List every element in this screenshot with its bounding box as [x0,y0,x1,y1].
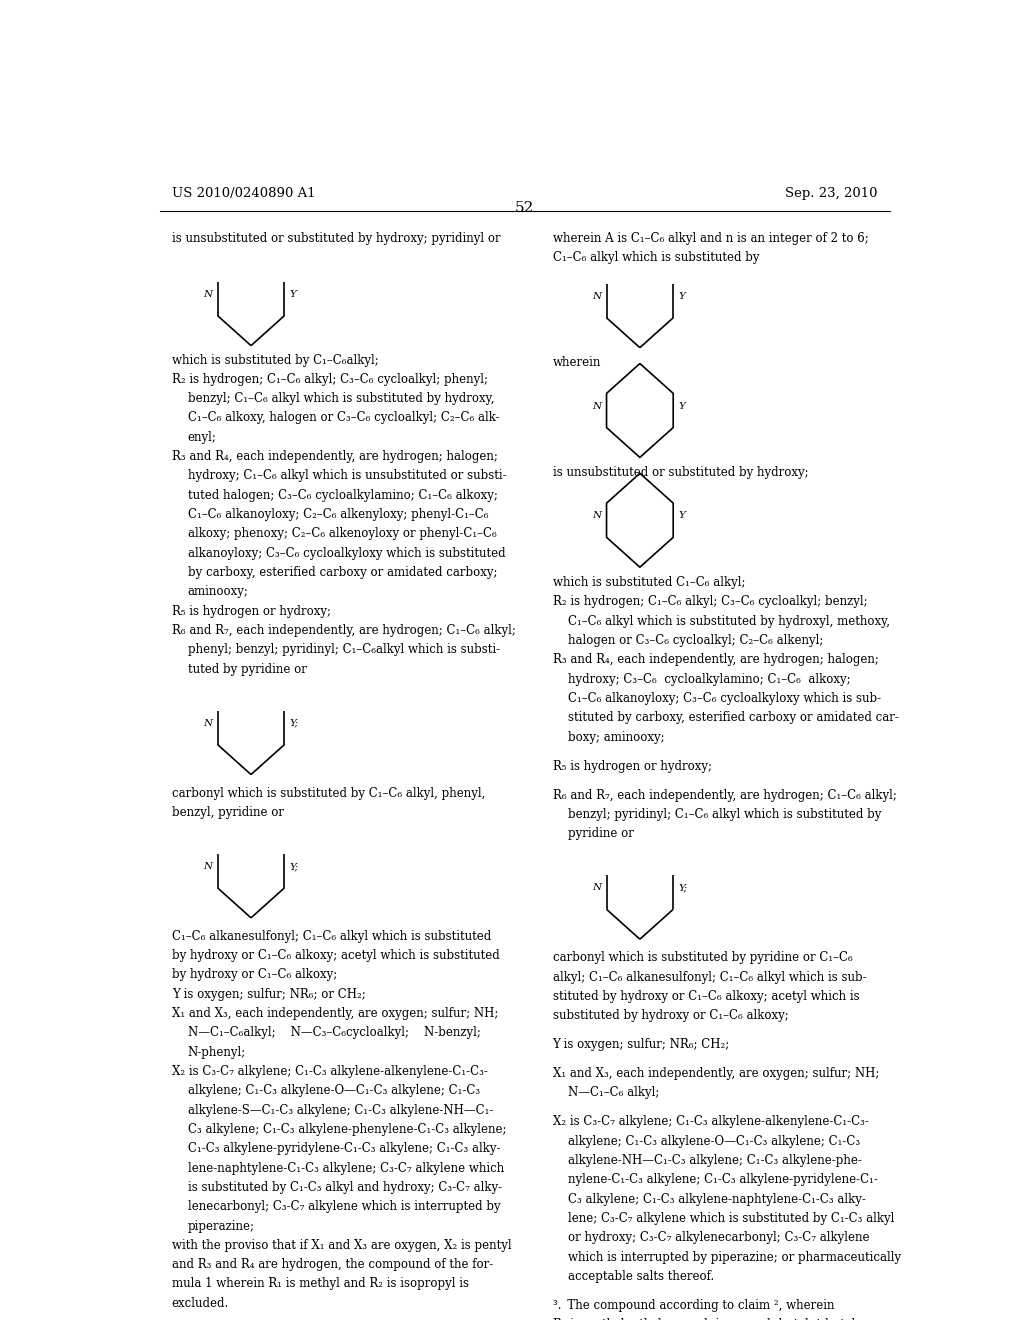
Text: R₃ and R₄, each independently, are hydrogen; halogen;: R₃ and R₄, each independently, are hydro… [553,653,879,667]
Text: which is substituted C₁–C₆ alkyl;: which is substituted C₁–C₆ alkyl; [553,576,745,589]
Text: phenyl; benzyl; pyridinyl; C₁–C₆alkyl which is substi-: phenyl; benzyl; pyridinyl; C₁–C₆alkyl wh… [187,643,500,656]
Text: lene-naphtylene-C₁-C₃ alkylene; C₃-C₇ alkylene which: lene-naphtylene-C₁-C₃ alkylene; C₃-C₇ al… [187,1162,504,1175]
Text: Y;: Y; [678,883,687,892]
Text: alkylene; C₁-C₃ alkylene-O—C₁-C₃ alkylene; C₁-C₃: alkylene; C₁-C₃ alkylene-O—C₁-C₃ alkylen… [568,1135,860,1147]
Text: alkyl; C₁–C₆ alkanesulfonyl; C₁–C₆ alkyl which is sub-: alkyl; C₁–C₆ alkanesulfonyl; C₁–C₆ alkyl… [553,970,866,983]
Text: boxy; aminooxy;: boxy; aminooxy; [568,731,665,743]
Text: X₁ and X₃, each independently, are oxygen; sulfur; NH;: X₁ and X₃, each independently, are oxyge… [172,1007,498,1020]
Text: Y;: Y; [290,719,298,727]
Text: by hydroxy or C₁–C₆ alkoxy; acetyl which is substituted: by hydroxy or C₁–C₆ alkoxy; acetyl which… [172,949,500,962]
Text: R₅ is hydrogen or hydroxy;: R₅ is hydrogen or hydroxy; [172,605,331,618]
Text: alkoxy; phenoxy; C₂–C₆ alkenoyloxy or phenyl-C₁–C₆: alkoxy; phenoxy; C₂–C₆ alkenoyloxy or ph… [187,528,497,540]
Text: pyridine or: pyridine or [568,828,634,841]
Text: N—C₁–C₆alkyl;    N—C₃–C₆cycloalkyl;    N-benzyl;: N—C₁–C₆alkyl; N—C₃–C₆cycloalkyl; N-benzy… [187,1027,480,1039]
Text: R₂ is hydrogen; C₁–C₆ alkyl; C₃–C₆ cycloalkyl; phenyl;: R₂ is hydrogen; C₁–C₆ alkyl; C₃–C₆ cyclo… [172,372,487,385]
Text: R₃ and R₄, each independently, are hydrogen; halogen;: R₃ and R₄, each independently, are hydro… [172,450,498,463]
Text: which is interrupted by piperazine; or pharmaceutically: which is interrupted by piperazine; or p… [568,1250,901,1263]
Text: N-phenyl;: N-phenyl; [187,1045,246,1059]
Text: which is substituted by C₁–C₆alkyl;: which is substituted by C₁–C₆alkyl; [172,354,379,367]
Text: mula 1 wherein R₁ is methyl and R₂ is isopropyl is: mula 1 wherein R₁ is methyl and R₂ is is… [172,1278,469,1291]
Text: N: N [204,290,213,298]
Text: lene; C₃-C₇ alkylene which is substituted by C₁-C₃ alkyl: lene; C₃-C₇ alkylene which is substitute… [568,1212,895,1225]
Text: Y: Y [678,511,685,520]
Text: Y is oxygen; sulfur; NR₆; CH₂;: Y is oxygen; sulfur; NR₆; CH₂; [553,1038,730,1051]
Text: tuted halogen; C₃–C₆ cycloalkylamino; C₁–C₆ alkoxy;: tuted halogen; C₃–C₆ cycloalkylamino; C₁… [187,488,498,502]
Text: alkylene; C₁-C₃ alkylene-O—C₁-C₃ alkylene; C₁-C₃: alkylene; C₁-C₃ alkylene-O—C₁-C₃ alkylen… [187,1084,479,1097]
Text: R₁ is methyl; ethyl; propyl; isopropyl; butyl; t-butyl; pen-: R₁ is methyl; ethyl; propyl; isopropyl; … [553,1319,889,1320]
Text: substituted by hydroxy or C₁–C₆ alkoxy;: substituted by hydroxy or C₁–C₆ alkoxy; [553,1008,788,1022]
Text: acceptable salts thereof.: acceptable salts thereof. [568,1270,715,1283]
Text: benzyl; C₁–C₆ alkyl which is substituted by hydroxy,: benzyl; C₁–C₆ alkyl which is substituted… [187,392,494,405]
Text: is unsubstituted or substituted by hydroxy; pyridinyl or: is unsubstituted or substituted by hydro… [172,231,501,244]
Text: and R₃ and R₄ are hydrogen, the compound of the for-: and R₃ and R₄ are hydrogen, the compound… [172,1258,493,1271]
Text: N: N [593,883,601,892]
Text: R₆ and R₇, each independently, are hydrogen; C₁–C₆ alkyl;: R₆ and R₇, each independently, are hydro… [553,788,896,801]
Text: US 2010/0240890 A1: US 2010/0240890 A1 [172,187,315,199]
Text: carbonyl which is substituted by pyridine or C₁–C₆: carbonyl which is substituted by pyridin… [553,952,852,964]
Text: Y: Y [290,290,296,298]
Text: with the proviso that if X₁ and X₃ are oxygen, X₂ is pentyl: with the proviso that if X₁ and X₃ are o… [172,1239,511,1251]
Text: N: N [593,401,601,411]
Text: N: N [204,719,213,727]
Text: Sep. 23, 2010: Sep. 23, 2010 [785,187,878,199]
Text: 52: 52 [515,201,535,215]
Text: is unsubstituted or substituted by hydroxy;: is unsubstituted or substituted by hydro… [553,466,808,479]
Text: N—C₁–C₆ alkyl;: N—C₁–C₆ alkyl; [568,1086,659,1100]
Text: lenecarbonyl; C₃-C₇ alkylene which is interrupted by: lenecarbonyl; C₃-C₇ alkylene which is in… [187,1200,500,1213]
Text: N: N [204,862,213,871]
Text: aminooxy;: aminooxy; [187,585,249,598]
Text: C₃ alkylene; C₁-C₃ alkylene-naphtylene-C₁-C₃ alky-: C₃ alkylene; C₁-C₃ alkylene-naphtylene-C… [568,1192,866,1205]
Text: Y: Y [678,401,685,411]
Text: C₁–C₆ alkoxy, halogen or C₃–C₆ cycloalkyl; C₂–C₆ alk-: C₁–C₆ alkoxy, halogen or C₃–C₆ cycloalky… [187,412,499,425]
Text: nylene-C₁-C₃ alkylene; C₁-C₃ alkylene-pyridylene-C₁-: nylene-C₁-C₃ alkylene; C₁-C₃ alkylene-py… [568,1173,879,1187]
Text: is substituted by C₁-C₃ alkyl and hydroxy; C₃-C₇ alky-: is substituted by C₁-C₃ alkyl and hydrox… [187,1181,502,1193]
Text: C₁–C₆ alkyl which is substituted by hydroxyl, methoxy,: C₁–C₆ alkyl which is substituted by hydr… [568,615,891,628]
Text: by hydroxy or C₁–C₆ alkoxy;: by hydroxy or C₁–C₆ alkoxy; [172,969,337,982]
Text: N: N [593,511,601,520]
Text: alkylene-NH—C₁-C₃ alkylene; C₁-C₃ alkylene-phe-: alkylene-NH—C₁-C₃ alkylene; C₁-C₃ alkyle… [568,1154,862,1167]
Text: C₁–C₆ alkanoyloxy; C₃–C₆ cycloalkyloxy which is sub-: C₁–C₆ alkanoyloxy; C₃–C₆ cycloalkyloxy w… [568,692,882,705]
Text: Y is oxygen; sulfur; NR₆; or CH₂;: Y is oxygen; sulfur; NR₆; or CH₂; [172,987,366,1001]
Text: R₆ and R₇, each independently, are hydrogen; C₁–C₆ alkyl;: R₆ and R₇, each independently, are hydro… [172,624,515,638]
Text: alkanoyloxy; C₃–C₆ cycloalkyloxy which is substituted: alkanoyloxy; C₃–C₆ cycloalkyloxy which i… [187,546,505,560]
Text: C₁–C₆ alkyl which is substituted by: C₁–C₆ alkyl which is substituted by [553,251,759,264]
Text: enyl;: enyl; [187,430,216,444]
Text: wherein: wherein [553,355,601,368]
Text: excluded.: excluded. [172,1296,229,1309]
Text: hydroxy; C₁–C₆ alkyl which is unsubstituted or substi-: hydroxy; C₁–C₆ alkyl which is unsubstitu… [187,470,506,482]
Text: benzyl; pyridinyl; C₁–C₆ alkyl which is substituted by: benzyl; pyridinyl; C₁–C₆ alkyl which is … [568,808,882,821]
Text: Y;: Y; [290,862,298,871]
Text: R₂ is hydrogen; C₁–C₆ alkyl; C₃–C₆ cycloalkyl; benzyl;: R₂ is hydrogen; C₁–C₆ alkyl; C₃–C₆ cyclo… [553,595,867,609]
Text: hydroxy; C₃–C₆  cycloalkylamino; C₁–C₆  alkoxy;: hydroxy; C₃–C₆ cycloalkylamino; C₁–C₆ al… [568,673,851,685]
Text: alkylene-S—C₁-C₃ alkylene; C₁-C₃ alkylene-NH—C₁-: alkylene-S—C₁-C₃ alkylene; C₁-C₃ alkylen… [187,1104,493,1117]
Text: by carboxy, esterified carboxy or amidated carboxy;: by carboxy, esterified carboxy or amidat… [187,566,497,579]
Text: R₅ is hydrogen or hydroxy;: R₅ is hydrogen or hydroxy; [553,759,712,772]
Text: C₁-C₃ alkylene-pyridylene-C₁-C₃ alkylene; C₁-C₃ alky-: C₁-C₃ alkylene-pyridylene-C₁-C₃ alkylene… [187,1142,500,1155]
Text: stituted by hydroxy or C₁–C₆ alkoxy; acetyl which is: stituted by hydroxy or C₁–C₆ alkoxy; ace… [553,990,859,1003]
Text: piperazine;: piperazine; [187,1220,255,1233]
Text: X₂ is C₃-C₇ alkylene; C₁-C₃ alkylene-alkenylene-C₁-C₃-: X₂ is C₃-C₇ alkylene; C₁-C₃ alkylene-alk… [172,1065,487,1078]
Text: tuted by pyridine or: tuted by pyridine or [187,663,306,676]
Text: or hydroxy; C₃-C₇ alkylenecarbonyl; C₃-C₇ alkylene: or hydroxy; C₃-C₇ alkylenecarbonyl; C₃-C… [568,1232,870,1245]
Text: X₁ and X₃, each independently, are oxygen; sulfur; NH;: X₁ and X₃, each independently, are oxyge… [553,1067,879,1080]
Text: benzyl, pyridine or: benzyl, pyridine or [172,805,284,818]
Text: N: N [593,292,601,301]
Text: wherein A is C₁–C₆ alkyl and n is an integer of 2 to 6;: wherein A is C₁–C₆ alkyl and n is an int… [553,231,868,244]
Text: halogen or C₃–C₆ cycloalkyl; C₂–C₆ alkenyl;: halogen or C₃–C₆ cycloalkyl; C₂–C₆ alken… [568,634,824,647]
Text: X₂ is C₃-C₇ alkylene; C₁-C₃ alkylene-alkenylene-C₁-C₃-: X₂ is C₃-C₇ alkylene; C₁-C₃ alkylene-alk… [553,1115,868,1129]
Text: carbonyl which is substituted by C₁–C₆ alkyl, phenyl,: carbonyl which is substituted by C₁–C₆ a… [172,787,485,800]
Text: C₁–C₆ alkanesulfonyl; C₁–C₆ alkyl which is substituted: C₁–C₆ alkanesulfonyl; C₁–C₆ alkyl which … [172,929,490,942]
Text: stituted by carboxy, esterified carboxy or amidated car-: stituted by carboxy, esterified carboxy … [568,711,899,725]
Text: ³. The compound according to claim ², wherein: ³. The compound according to claim ², wh… [553,1299,835,1312]
Text: C₁–C₆ alkanoyloxy; C₂–C₆ alkenyloxy; phenyl-C₁–C₆: C₁–C₆ alkanoyloxy; C₂–C₆ alkenyloxy; phe… [187,508,488,521]
Text: C₃ alkylene; C₁-C₃ alkylene-phenylene-C₁-C₃ alkylene;: C₃ alkylene; C₁-C₃ alkylene-phenylene-C₁… [187,1123,506,1137]
Text: Y: Y [678,292,685,301]
